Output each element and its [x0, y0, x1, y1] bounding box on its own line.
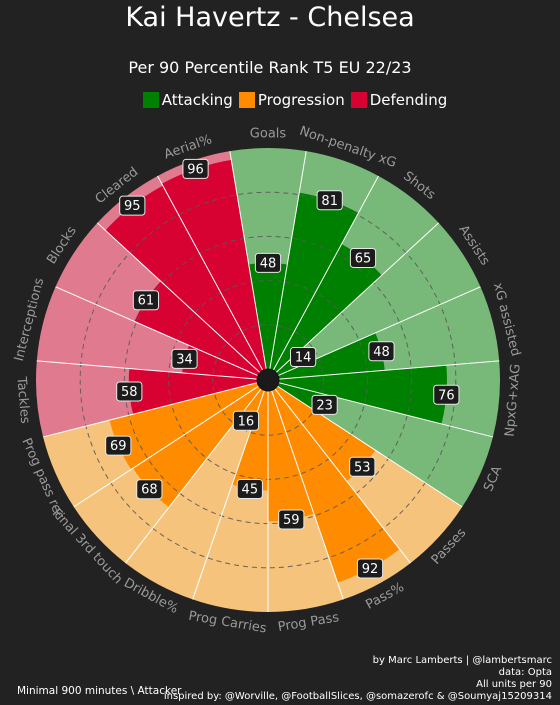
slice-separator — [271, 390, 344, 600]
slice-separator — [274, 388, 411, 564]
legend-label-defending: Defending — [369, 91, 448, 109]
value-label-box-prog-pass — [278, 509, 305, 530]
value-label-box-final-3rd-touch — [136, 479, 163, 500]
grid-circle-80 — [79, 191, 457, 569]
value-label-final-3rd-touch: 68 — [141, 483, 158, 498]
legend-item-attacking: Attacking — [142, 91, 233, 109]
value-label-non-penalty-xg: 81 — [321, 194, 338, 209]
slice-bg-assists — [276, 222, 481, 376]
footnote: Minimal 900 minutes \ Attacker — [17, 685, 182, 697]
value-label-npxg-xag: 76 — [438, 388, 455, 403]
value-label-cleared: 95 — [124, 199, 141, 214]
slice-value-goals — [248, 262, 288, 370]
credit-units: All units per 90 — [476, 679, 552, 690]
slice-separator — [55, 286, 259, 377]
value-label-tackles: 58 — [121, 385, 138, 400]
value-label-xg-assisted: 48 — [373, 345, 390, 360]
slice-separator — [36, 360, 258, 380]
value-label-box-npxg-xag — [433, 384, 460, 405]
value-label-box-prog-carries — [236, 478, 263, 499]
credit-inspired-by: inspired by: @Worville, @FootballSlices,… — [163, 691, 552, 702]
value-label-box-interceptions — [171, 348, 198, 369]
value-label-box-assists — [290, 347, 317, 368]
credit-data-source: data: Opta — [498, 667, 552, 678]
slice-separator — [276, 385, 463, 508]
slice-separator — [96, 222, 261, 373]
slice-separator — [42, 382, 258, 438]
value-label-box-cleared — [119, 195, 146, 216]
value-label-box-xg-assisted — [368, 341, 395, 362]
legend-swatch-attacking — [142, 92, 159, 108]
slice-separator — [278, 382, 494, 438]
slice-value-passes — [274, 386, 376, 482]
slice-separator — [272, 175, 379, 371]
value-label-passes: 53 — [354, 460, 371, 475]
value-label-assists: 14 — [295, 351, 312, 366]
slice-separator — [229, 151, 267, 370]
slice-value-interceptions — [182, 345, 258, 380]
value-label-sca: 23 — [316, 398, 333, 413]
param-label-prog-pass: Prog Pass — [277, 610, 341, 635]
value-label-prog-pass-rec: 69 — [110, 439, 127, 454]
param-label-npxg-xag: NpxG+xAG — [503, 363, 524, 437]
value-label-box-pass — [356, 558, 384, 579]
legend-item-defending: Defending — [350, 91, 448, 109]
value-label-prog-pass: 59 — [283, 513, 300, 528]
param-label-tackles: Tackles — [13, 375, 32, 424]
slice-value-npxg-xag — [278, 365, 447, 424]
value-label-box-passes — [349, 456, 376, 477]
value-label-box-goals — [254, 252, 282, 273]
value-label-box-non-penalty-xg — [316, 190, 343, 211]
legend: Attacking Progression Defending — [0, 91, 560, 109]
legend-swatch-defending — [350, 92, 367, 108]
credit-author: by Marc Lamberts | @lambertsmarc — [372, 655, 552, 666]
slice-value-final-3rd-touch — [132, 386, 262, 508]
legend-label-progression: Progression — [257, 91, 345, 109]
value-label-aerial: 96 — [187, 162, 204, 177]
credits: by Marc Lamberts | @lambertsmarc data: O… — [164, 655, 552, 703]
value-label-box-shots — [349, 247, 377, 268]
param-label-sca: SCA — [481, 464, 505, 494]
slice-separator — [157, 175, 264, 371]
value-label-box-dribble — [232, 410, 260, 431]
slice-value-prog-pass-rec — [109, 382, 259, 470]
value-label-shots: 65 — [355, 251, 372, 266]
legend-label-attacking: Attacking — [161, 91, 233, 109]
center-hub — [256, 368, 280, 392]
value-label-box-prog-pass-rec — [105, 435, 132, 456]
slice-value-xg-assisted — [278, 332, 385, 380]
param-label-goals: Goals — [250, 127, 287, 142]
slice-separator — [73, 385, 260, 508]
value-label-interceptions: 34 — [176, 352, 193, 367]
value-label-prog-carries: 45 — [242, 482, 259, 497]
value-label-dribble: 16 — [238, 414, 255, 429]
value-label-blocks: 61 — [138, 294, 155, 309]
slice-value-cleared — [105, 185, 263, 373]
slice-value-tackles — [128, 368, 258, 415]
slice-value-shots — [273, 243, 382, 373]
slice-bg-dribble — [125, 388, 265, 600]
legend-item-progression: Progression — [238, 91, 345, 109]
slice-separator — [269, 151, 307, 370]
value-label-goals: 48 — [260, 256, 277, 271]
slice-value-blocks — [134, 281, 260, 376]
chart-title: Kai Havertz - Chelsea — [125, 2, 415, 33]
value-label-box-blocks — [132, 290, 160, 311]
slice-value-aerial — [161, 159, 267, 371]
value-label-box-sca — [311, 394, 338, 415]
chart-subtitle: Per 90 Percentile Rank T5 EU 22/23 — [128, 58, 412, 77]
value-label-pass: 92 — [362, 562, 379, 577]
slice-separator — [278, 360, 500, 380]
param-label-prog-carries: Prog Carries — [187, 609, 268, 637]
slice-value-pass — [271, 388, 400, 583]
grid-circle-20 — [212, 324, 324, 436]
value-label-box-tackles — [116, 381, 143, 402]
legend-swatch-progression — [238, 92, 255, 108]
slice-value-prog-pass — [268, 390, 314, 522]
value-label-box-aerial — [182, 158, 209, 179]
